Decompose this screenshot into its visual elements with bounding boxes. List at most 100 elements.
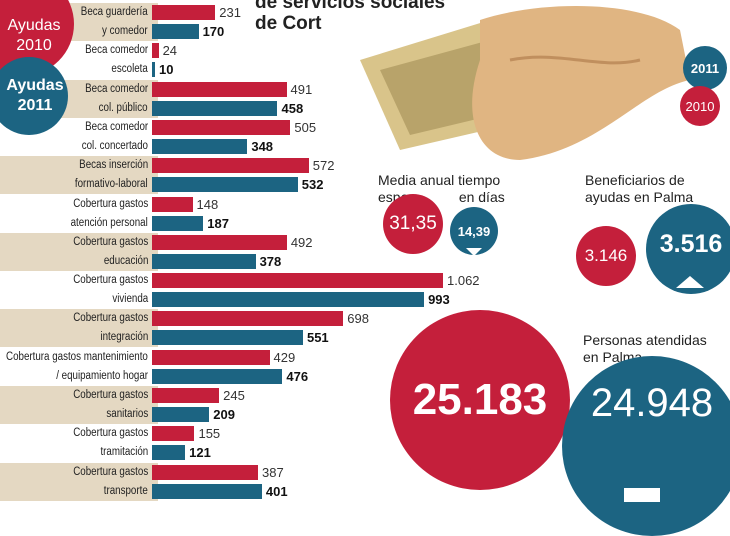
bar-2010 [152, 158, 309, 174]
value-label-2011: 348 [251, 138, 274, 154]
category-label: col. concertado [81, 139, 148, 152]
beneficiaries-title: Beneficiarios de ayudas en Palma [585, 172, 693, 206]
value-label-2011: 532 [301, 177, 324, 193]
bar-2011 [152, 292, 425, 308]
value-label-2010: 1.062 [447, 273, 480, 289]
bar-2010 [152, 234, 287, 250]
category-label: Cobertura gastos [73, 312, 148, 325]
bar-2011 [152, 62, 155, 78]
bar-2011 [152, 483, 262, 499]
bar-2010 [152, 81, 287, 97]
value-label-2010: 698 [347, 311, 369, 327]
legend-circle-2010: 2010 [680, 86, 720, 126]
legend-circle-2011: 2011 [683, 46, 727, 90]
value-label-2010: 231 [219, 5, 241, 20]
value-label-2010: 572 [312, 158, 335, 174]
bar-2011 [152, 177, 298, 193]
attended-arrow-icon [624, 488, 660, 502]
legend-ayudas-2011: Ayudas 2011 [0, 57, 68, 135]
category-label: Cobertura gastos mantenimiento [6, 350, 148, 363]
value-label-2010: 505 [294, 119, 317, 135]
row-band [0, 386, 158, 424]
legend-2010-l2: 2010 [16, 37, 52, 54]
value-label-2010: 429 [273, 349, 296, 365]
bar-2010 [152, 273, 443, 289]
category-label: col. público [99, 101, 148, 114]
bar-2010 [152, 43, 159, 59]
legend-2011-l1: Ayudas [6, 77, 64, 94]
bar-2010 [152, 119, 291, 135]
category-label: Cobertura gastos [73, 197, 148, 210]
value-label-2011: 551 [306, 330, 329, 346]
bar-2010 [152, 5, 216, 20]
title-line-2: de Cort [255, 13, 322, 34]
waiting-title-2b: en días [458, 189, 505, 205]
value-label-2011: 401 [265, 483, 288, 499]
category-label: y comedor [102, 25, 148, 37]
up-arrow-icon [676, 276, 704, 288]
bar-2011 [152, 407, 210, 422]
value-label-2011: 10 [159, 62, 174, 78]
value-label-2011: 170 [202, 24, 225, 39]
row-band [0, 156, 158, 195]
row-band [0, 462, 158, 501]
bar-2011 [152, 368, 283, 384]
category-label: Cobertura gastos [73, 427, 148, 440]
hand-with-money-image [360, 6, 690, 160]
legend-2011-l2: 2011 [17, 97, 53, 114]
value-label-2011: 458 [281, 100, 304, 116]
value-label-2010: 245 [223, 388, 245, 403]
value-label-2011: 209 [213, 407, 235, 422]
bar-2011 [152, 100, 278, 116]
bar-2011 [152, 138, 248, 154]
bar-2011 [152, 253, 256, 269]
category-label: sanitarios [106, 408, 148, 420]
chart-title: de servicios sociales de Cort [255, 0, 445, 34]
waiting-title-1: Media anual tiempo [378, 172, 501, 188]
legend-2010-l1: Ayudas [7, 17, 61, 34]
bar-2011 [152, 215, 204, 231]
category-label: Cobertura gastos [73, 389, 148, 401]
category-label: transporte [103, 484, 148, 497]
attended-title-1: Personas atendidas [583, 332, 707, 348]
value-label-2011: 121 [189, 445, 211, 461]
value-label-2010: 387 [262, 464, 284, 480]
beneficiaries-2010-circle: 3.146 [576, 226, 636, 286]
category-label: Cobertura gastos [73, 465, 148, 478]
value-label-2010: 491 [290, 81, 313, 97]
waiting-2011-circle: 14,39 [450, 207, 498, 255]
value-label-2011: 993 [428, 292, 450, 308]
category-label: Beca comedor [84, 82, 148, 95]
beneficiaries-title-2: ayudas en Palma [585, 189, 694, 205]
category-label: escoleta [111, 63, 148, 76]
category-label: vivienda [112, 293, 148, 306]
category-label: integración [100, 331, 148, 344]
value-label-2010: 492 [290, 234, 313, 250]
value-label-2010: 155 [198, 426, 221, 442]
category-label: formativo-laboral [75, 178, 148, 191]
attended-2010-circle: 25.183 [390, 310, 570, 490]
value-label-2010: 24 [162, 43, 178, 59]
beneficiaries-title-1: Beneficiarios de [585, 172, 685, 188]
waiting-2010-circle: 31,35 [383, 194, 443, 254]
value-label-2011: 187 [207, 215, 229, 231]
bar-2011 [152, 445, 186, 461]
bar-2010 [152, 196, 193, 212]
category-label: educación [103, 254, 148, 267]
row-band [0, 309, 158, 348]
down-arrow-icon [466, 248, 482, 256]
category-label: Beca comedor [84, 44, 148, 57]
bar-2011 [152, 330, 303, 346]
bar-2010 [152, 349, 270, 365]
category-label: Cobertura gastos [73, 235, 148, 248]
row-band [0, 232, 158, 271]
category-label: / equipamiento hogar [56, 369, 148, 382]
bar-2010 [152, 426, 195, 442]
value-label-2011: 476 [286, 368, 309, 384]
category-label: Beca guardería [81, 6, 148, 18]
value-label-2011: 378 [259, 253, 282, 269]
bar-2010 [152, 464, 259, 480]
category-label: Cobertura gastos [73, 274, 148, 287]
category-label: Beca comedor [84, 120, 148, 133]
title-line-1: de servicios sociales [255, 0, 446, 13]
